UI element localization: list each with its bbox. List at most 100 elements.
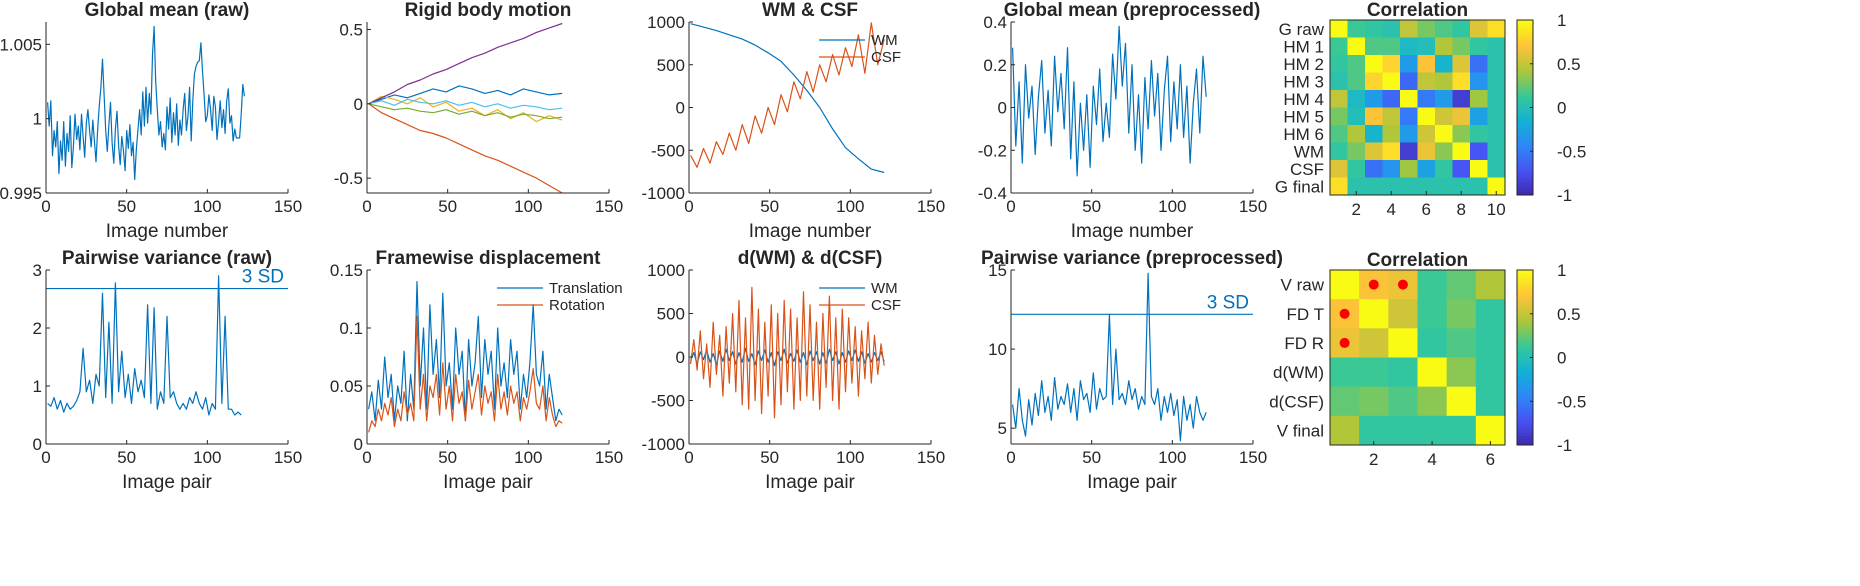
heatmap-cell — [1330, 160, 1348, 178]
heatmap-cell — [1470, 177, 1488, 196]
colorbar-segment — [1517, 313, 1533, 318]
series-line-wm — [690, 23, 885, 174]
y-tick-label: 500 — [657, 56, 685, 75]
heatmap-cell — [1400, 160, 1418, 178]
chart-correlation_bottom: V raw FD T FD R d(WM) d(CSF) V final 2 4 6 Correl… — [1269, 250, 1586, 469]
colorbar-segment — [1517, 319, 1533, 323]
x-tick-label: 100 — [193, 448, 221, 467]
row-label: CSF — [1290, 160, 1324, 179]
heatmap-cell — [1347, 55, 1366, 73]
colorbar-segment — [1517, 427, 1533, 431]
legend-label: CSF — [871, 297, 901, 314]
colorbar-segment — [1517, 424, 1533, 428]
heatmap-cell — [1417, 299, 1448, 329]
heatmap-cell — [1446, 270, 1477, 300]
y-tick-label: 1000 — [647, 261, 685, 280]
row-label: HM 6 — [1283, 125, 1324, 144]
colorbar-segment — [1517, 380, 1533, 385]
heatmap-cell — [1330, 125, 1348, 143]
y-tick-label: 0.995 — [0, 184, 42, 203]
heatmap-cell — [1452, 90, 1471, 108]
heatmap-cell — [1359, 357, 1389, 388]
x-tick-label: 6 — [1422, 200, 1431, 219]
series-line-csf — [690, 22, 885, 168]
y-tick-label: 0 — [354, 95, 363, 114]
heatmap-cell — [1330, 177, 1348, 196]
colorbar-segment — [1517, 366, 1533, 370]
heatmap-cell — [1365, 72, 1383, 91]
heatmap-cell — [1382, 107, 1401, 126]
y-tick-label: 0.5 — [339, 20, 363, 39]
x-tick-label: 50 — [760, 197, 779, 216]
heatmap-cell — [1470, 20, 1488, 38]
heatmap-cell — [1487, 20, 1506, 38]
series-line-6 — [368, 98, 563, 111]
colorbar-segment — [1517, 139, 1533, 143]
colorbar-segment — [1517, 49, 1533, 53]
colorbar-segment — [1517, 57, 1533, 62]
colorbar-segment — [1517, 442, 1533, 446]
colorbar-segment — [1517, 322, 1533, 326]
colorbar-segment — [1517, 272, 1533, 277]
x-tick-label: 4 — [1427, 450, 1436, 469]
x-tick-label: 100 — [514, 197, 542, 216]
colorbar-segment — [1517, 119, 1533, 123]
series-line-wm — [690, 347, 885, 367]
x-tick-label: 100 — [193, 197, 221, 216]
heatmap-cell — [1452, 37, 1471, 56]
heatmap-cell — [1487, 177, 1506, 196]
colorbar-segment — [1517, 375, 1533, 379]
heatmap-cell — [1470, 37, 1488, 56]
heatmap-cell — [1388, 386, 1418, 417]
chart-rigid_body_motion: 0 50 100 150 -0.5 0 0.5 Rigid body motion — [334, 0, 623, 216]
colorbar-segment — [1517, 104, 1533, 108]
colorbar-tick-label: -1 — [1557, 186, 1572, 205]
colorbar-segment — [1517, 407, 1533, 411]
heatmap-cell — [1446, 386, 1477, 417]
colorbar-segment — [1517, 136, 1533, 141]
colorbar-segment — [1517, 151, 1533, 155]
series-line-1 — [47, 25, 245, 181]
colorbar-segment — [1517, 81, 1533, 85]
colorbar-segment — [1517, 87, 1533, 91]
colorbar-segment — [1517, 351, 1533, 356]
colorbar-tick-label: 0.5 — [1557, 305, 1581, 324]
y-tick-label: 1 — [33, 110, 42, 129]
colorbar-segment — [1517, 37, 1533, 41]
heatmap-cell — [1452, 20, 1471, 38]
heatmap-cell — [1417, 90, 1436, 108]
colorbar-segment — [1517, 69, 1533, 73]
colorbar-segment — [1517, 125, 1533, 129]
chart-framewise_displacement: 0 50 100 150 0 0.05 0.1 0.15 Framewise displacem… — [330, 248, 623, 493]
series-line-translation — [368, 281, 563, 422]
row-label: G final — [1275, 177, 1324, 196]
heatmap-cell — [1347, 107, 1366, 126]
heatmap-cell — [1365, 125, 1383, 143]
x-tick-label: 0 — [684, 197, 693, 216]
colorbar-segment — [1517, 171, 1533, 176]
x-tick-label: 50 — [117, 448, 136, 467]
x-tick-label: 150 — [595, 448, 623, 467]
heatmap-cell — [1330, 72, 1348, 91]
colorbar-tick-label: -0.5 — [1557, 392, 1586, 411]
series-line-4 — [368, 22, 563, 105]
x-tick-label: 150 — [595, 197, 623, 216]
y-tick-label: 0 — [676, 348, 685, 367]
colorbar-segment — [1517, 369, 1533, 373]
colorbar-segment — [1517, 101, 1533, 106]
significance-marker — [1368, 279, 1379, 290]
row-label: FD R — [1284, 334, 1324, 353]
heatmap-cell — [1359, 386, 1389, 417]
chart-title: Global mean (raw) — [85, 0, 250, 21]
colorbar-segment — [1517, 363, 1533, 367]
threshold-label: 3 SD — [1207, 292, 1249, 313]
x-axis-label: Image pair — [1087, 472, 1177, 493]
legend-label: Rotation — [549, 297, 605, 314]
heatmap-cell — [1487, 37, 1506, 56]
colorbar-segment — [1517, 418, 1533, 423]
x-tick-label: 50 — [117, 197, 136, 216]
row-label: FD T — [1287, 305, 1324, 324]
colorbar-segment — [1517, 433, 1533, 437]
